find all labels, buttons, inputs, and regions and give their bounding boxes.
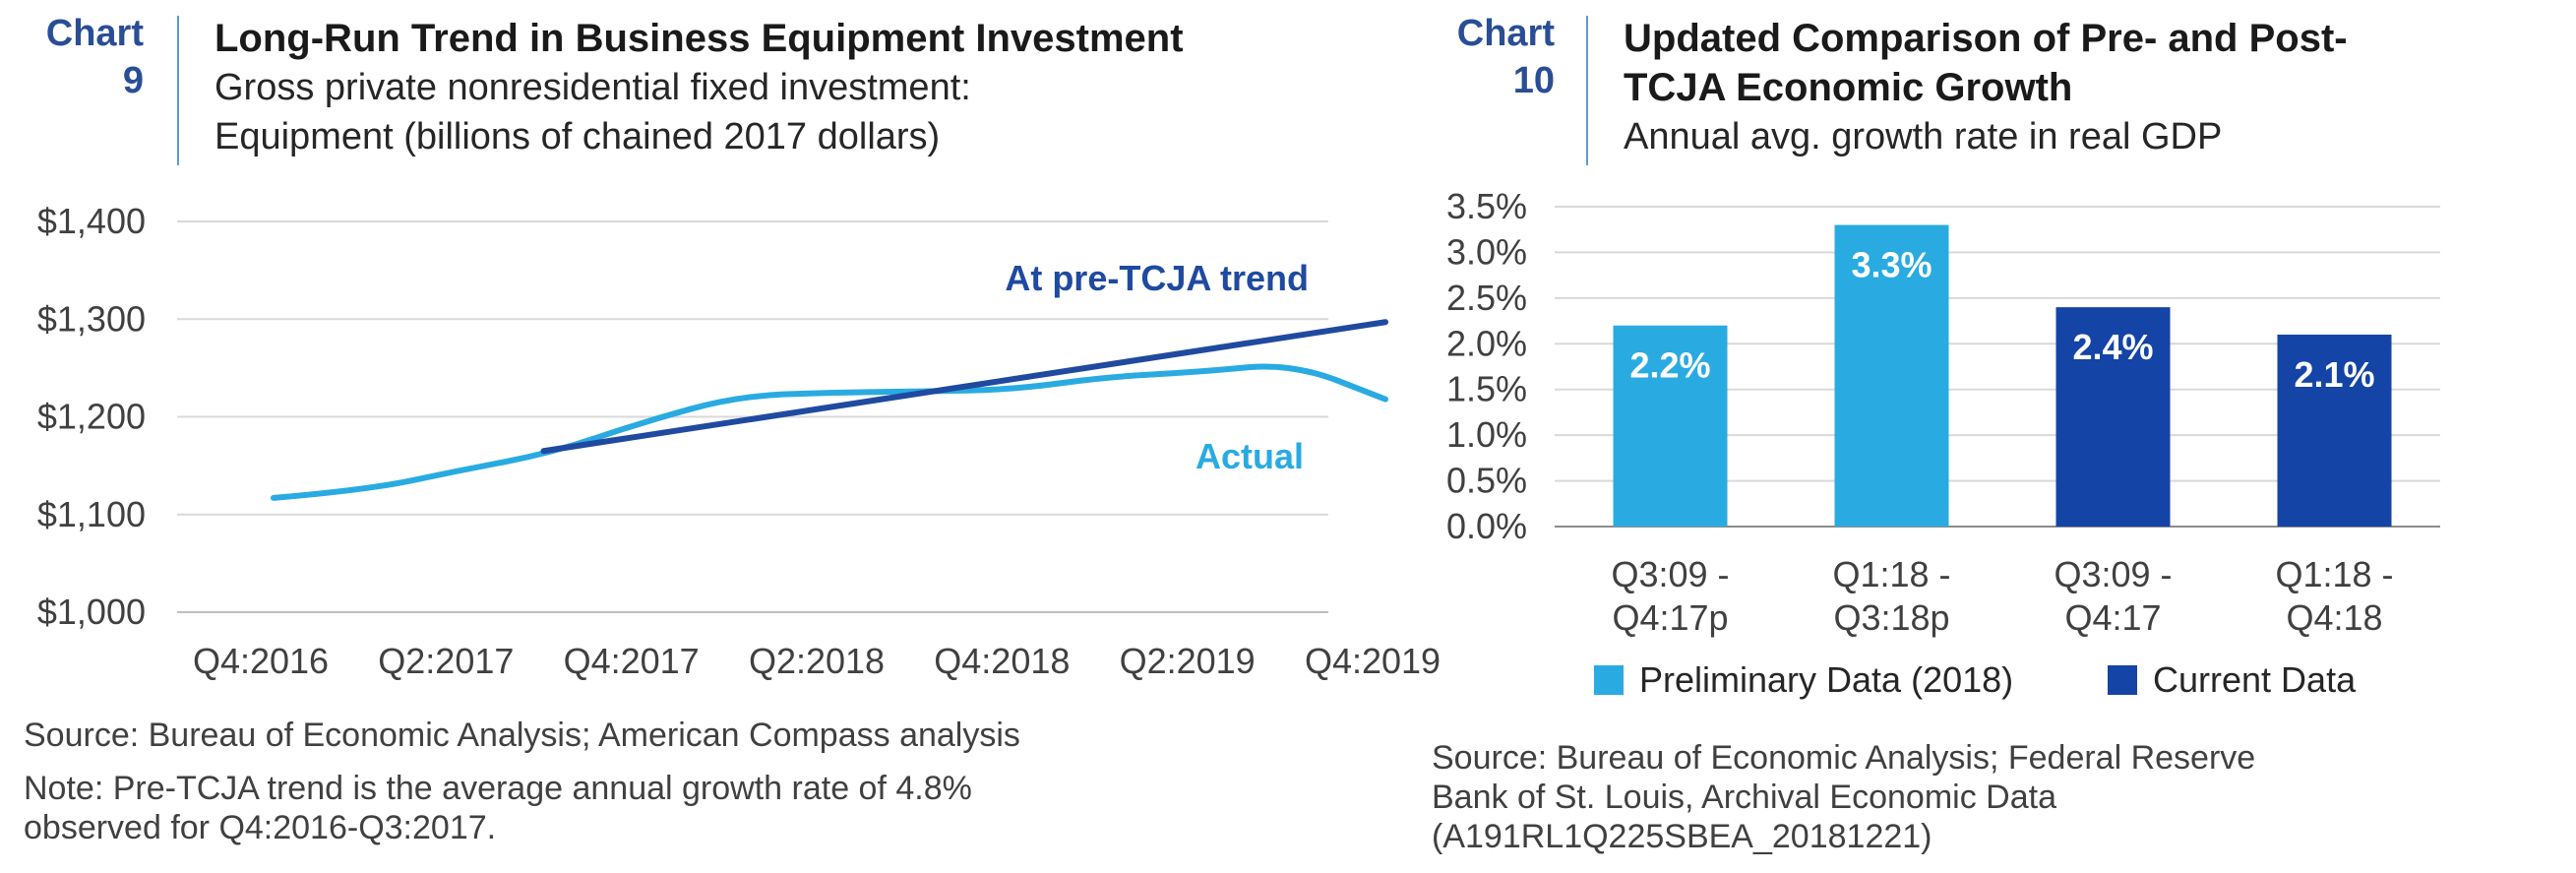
x-tick-label: Q4:2017	[564, 641, 700, 681]
y-tick-label: 0.5%	[1446, 461, 1527, 501]
legend-label: Preliminary Data (2018)	[1639, 659, 2013, 700]
y-tick-label: 2.5%	[1446, 278, 1527, 318]
x-tick-label: Q4:2019	[1305, 641, 1441, 681]
chart-10-word: Chart	[1456, 13, 1555, 54]
x-tick-label: Q3:18p	[1833, 597, 1949, 638]
x-tick-label: Q3:09 -	[1611, 554, 1729, 594]
series-trend-line	[540, 319, 1388, 455]
legend-label: Current Data	[2153, 659, 2357, 700]
y-tick-label: $1,100	[37, 494, 146, 534]
x-tick-label: Q4:17	[2064, 597, 2161, 638]
legend-swatch	[1594, 665, 1624, 695]
chart-10-title-line1: Updated Comparison of Pre- and Post-	[1624, 17, 2348, 60]
chart-9-subtitle-line2: Equipment (billions of chained 2017 doll…	[215, 116, 941, 157]
series-actual-line	[271, 363, 1388, 501]
chart-9-subtitle-line1: Gross private nonresidential fixed inves…	[215, 67, 971, 108]
y-tick-label: 3.0%	[1446, 231, 1527, 272]
bar-value-label: 2.4%	[2072, 327, 2153, 367]
x-tick-label: Q2:2018	[749, 641, 885, 681]
x-tick-label: Q4:2016	[193, 641, 329, 681]
chart-9-label: Chart 9	[0, 10, 144, 104]
x-tick-label: Q4:2018	[934, 641, 1070, 681]
y-tick-label: 1.0%	[1446, 414, 1527, 455]
y-tick-label: 0.0%	[1446, 506, 1527, 546]
chart-10-title-line2: TCJA Economic Growth	[1624, 66, 2073, 109]
line-chart: $1,000 $1,100 $1,200 $1,300 $1,400 Q4:2016 Q2:…	[37, 201, 1441, 681]
bar-value-label: 2.2%	[1629, 345, 1710, 386]
chart-9-divider	[177, 16, 179, 165]
bar-value-label: 3.3%	[1851, 245, 1932, 285]
chart-9-title: Long-Run Trend in Business Equipment Inv…	[215, 17, 1184, 60]
x-tick-label: Q4:17p	[1612, 597, 1728, 638]
y-tick-label: 3.5%	[1446, 186, 1527, 226]
y-tick-label: 1.5%	[1446, 369, 1527, 409]
bar	[1613, 325, 1728, 527]
series-actual-label: Actual	[1196, 436, 1304, 476]
chart-10-divider	[1586, 16, 1588, 165]
chart-9-note-line2: observed for Q4:2016-Q3:2017.	[24, 809, 497, 846]
chart-10-source-line1: Source: Bureau of Economic Analysis; Fed…	[1432, 739, 2256, 777]
x-tick-label: Q1:18 -	[2275, 554, 2393, 594]
chart-9-note-line1: Note: Pre-TCJA trend is the average annu…	[24, 770, 972, 807]
chart-10-source-line3: (A191RL1Q225SBEA_20181221)	[1432, 818, 1932, 855]
y-tick-label: $1,400	[37, 201, 146, 241]
y-tick-label: $1,200	[37, 397, 146, 437]
y-tick-label: $1,000	[37, 592, 146, 632]
y-tick-label: $1,300	[37, 298, 146, 339]
bar	[2277, 335, 2392, 527]
bar	[2055, 307, 2171, 527]
x-tick-label: Q1:18 -	[1832, 554, 1950, 594]
bar	[1834, 224, 1949, 528]
bar-value-label: 2.1%	[2294, 354, 2374, 395]
x-tick-label: Q3:09 -	[2054, 554, 2172, 594]
chart-10-label: Chart 10	[1407, 10, 1555, 104]
legend-swatch	[2108, 665, 2137, 695]
chart-10-source-line2: Bank of St. Louis, Archival Economic Dat…	[1432, 779, 2056, 816]
y-tick-label: 2.0%	[1446, 323, 1527, 363]
chart-10-number: 10	[1512, 60, 1555, 101]
x-tick-label: Q2:2017	[378, 641, 514, 681]
chart-9-word: Chart	[45, 13, 144, 54]
series-trend-label: At pre-TCJA trend	[1005, 258, 1309, 298]
chart-9-number: 9	[122, 60, 144, 101]
x-tick-label: Q4:18	[2286, 597, 2382, 638]
chart-9-source: Source: Bureau of Economic Analysis; Ame…	[24, 717, 1020, 754]
x-tick-label: Q2:2019	[1120, 641, 1256, 681]
chart-10-subtitle: Annual avg. growth rate in real GDP	[1624, 116, 2223, 157]
